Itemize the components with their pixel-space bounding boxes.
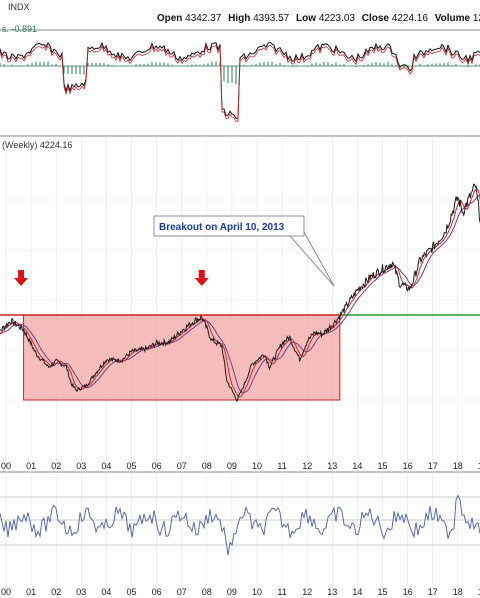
open-label: Open bbox=[156, 13, 183, 24]
high-label: High bbox=[228, 13, 251, 24]
x-tick-label: 05 bbox=[126, 461, 136, 471]
volume-value: 12 bbox=[472, 13, 480, 24]
x-tick-label: 04 bbox=[101, 461, 111, 471]
x-tick-label: 11 bbox=[277, 587, 286, 597]
callout-pointer bbox=[289, 235, 335, 287]
x-tick-label: 06 bbox=[152, 461, 162, 471]
x-tick-label: 11 bbox=[277, 461, 286, 471]
symbol-label: INDX bbox=[8, 2, 30, 12]
x-tick-label: 01 bbox=[26, 461, 36, 471]
x-tick-label: 15 bbox=[377, 461, 387, 471]
ohlc-readout: Open 4342.37 High 4393.57 Low 4223.03 Cl… bbox=[157, 13, 480, 24]
high-value: 4393.57 bbox=[253, 13, 290, 24]
x-tick-label: 09 bbox=[227, 461, 237, 471]
x-tick-label: 14 bbox=[352, 461, 362, 471]
x-tick-label: 12 bbox=[302, 461, 312, 471]
close-value: 4224.16 bbox=[391, 13, 428, 24]
x-tick-label: 19 bbox=[478, 461, 480, 471]
momentum-panel bbox=[0, 41, 480, 122]
trading-range-box bbox=[23, 314, 341, 401]
peak-arrow-icon bbox=[194, 270, 209, 286]
x-tick-label: 16 bbox=[403, 587, 413, 597]
x-tick-label: 04 bbox=[101, 587, 111, 597]
breakout-callout: Breakout on April 10, 2013 bbox=[153, 215, 335, 287]
momentum-line bbox=[0, 41, 480, 119]
x-tick-label: 10 bbox=[252, 587, 262, 597]
low-value: 4223.03 bbox=[318, 13, 355, 24]
x-tick-label: 14 bbox=[352, 587, 362, 597]
x-tick-label: 17 bbox=[428, 461, 438, 471]
oscillator-line bbox=[0, 494, 480, 556]
x-tick-label: 13 bbox=[327, 587, 337, 597]
x-tick-label: 08 bbox=[202, 587, 212, 597]
x-tick-label: 10 bbox=[252, 461, 262, 471]
x-axis-ticks-main: 00 01 02 03 04 05 06 07 08 09 10 11 12 13 14 15 16 17 18 19 bbox=[1, 461, 480, 471]
x-tick-label: 07 bbox=[177, 461, 187, 471]
close-label: Close bbox=[361, 13, 389, 24]
low-label: Low bbox=[296, 13, 317, 24]
oscillator-panel bbox=[0, 494, 480, 556]
x-tick-label: 00 bbox=[1, 461, 11, 471]
x-tick-label: 05 bbox=[126, 587, 136, 597]
callout-box bbox=[153, 215, 305, 237]
x-tick-label: 15 bbox=[377, 587, 387, 597]
x-tick-label: 17 bbox=[428, 587, 438, 597]
momentum-signal-line bbox=[0, 44, 480, 122]
breakout-annotation: Breakout on April 10, 2013 bbox=[159, 222, 285, 233]
x-tick-label: 03 bbox=[76, 587, 86, 597]
x-axis-ticks-bottom: 00 01 02 03 04 05 06 07 08 09 10 11 12 13 14 15 16 17 18 19 bbox=[1, 587, 480, 597]
chart-header: INDX Open 4342.37 High 4393.57 Low 4223.… bbox=[0, 0, 480, 30]
volume-label: Volume bbox=[434, 13, 471, 24]
x-tick-label: 08 bbox=[202, 461, 212, 471]
x-tick-label: 01 bbox=[26, 587, 36, 597]
x-tick-label: 03 bbox=[76, 461, 86, 471]
x-tick-label: 02 bbox=[51, 587, 61, 597]
peak-arrows bbox=[0, 270, 340, 316]
open-value: 4342.37 bbox=[185, 13, 222, 24]
fast-moving-average bbox=[0, 187, 480, 398]
x-tick-label: 02 bbox=[51, 461, 61, 471]
x-tick-label: 06 bbox=[152, 587, 162, 597]
x-tick-label: 12 bbox=[302, 587, 312, 597]
x-tick-label: 18 bbox=[453, 587, 463, 597]
price-line bbox=[0, 183, 480, 403]
main-panel-label: (Weekly) 4224.16 bbox=[2, 140, 72, 150]
x-tick-label: 16 bbox=[403, 461, 413, 471]
x-tick-label: 13 bbox=[327, 461, 337, 471]
x-tick-label: 09 bbox=[227, 587, 237, 597]
x-tick-label: 07 bbox=[177, 587, 187, 597]
top-panel-label: s. -0.891 bbox=[2, 24, 37, 34]
x-tick-label: 19 bbox=[478, 587, 480, 597]
callout-pointer bbox=[303, 231, 335, 287]
peak-arrow-icon bbox=[14, 270, 29, 286]
x-tick-label: 00 bbox=[1, 587, 11, 597]
x-tick-label: 18 bbox=[453, 461, 463, 471]
